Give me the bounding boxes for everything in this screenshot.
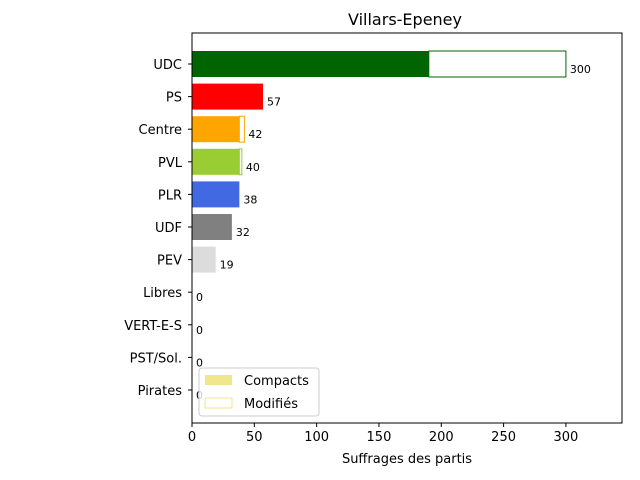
legend-label-compacts: Compacts bbox=[244, 374, 309, 389]
bar-modifies-pvl bbox=[238, 148, 243, 176]
x-tick-label-300: 300 bbox=[553, 430, 578, 445]
legend: Compacts Modifiés bbox=[198, 367, 320, 417]
y-tick-label-centre: Centre bbox=[139, 123, 182, 138]
value-label-libres: 0 bbox=[196, 291, 203, 304]
y-tick-label-pvl: PVL bbox=[158, 156, 183, 171]
bar-compacts-plr bbox=[192, 181, 240, 208]
value-label-udc: 300 bbox=[570, 63, 591, 76]
value-label-pst-sol: 0 bbox=[196, 356, 203, 369]
bar-compacts-ps bbox=[192, 83, 264, 110]
chart-title: Villars-Epeney bbox=[348, 10, 462, 29]
value-label-pev: 19 bbox=[220, 259, 234, 272]
bar-compacts-centre bbox=[192, 116, 240, 143]
x-axis-label: Suffrages des partis bbox=[342, 452, 472, 467]
legend-label-modifies: Modifiés bbox=[244, 397, 298, 412]
x-tick-label-100: 100 bbox=[304, 430, 329, 445]
plot-frame bbox=[191, 32, 623, 424]
value-label-udf: 32 bbox=[236, 226, 250, 239]
y-tick-label-pirates: Pirates bbox=[138, 384, 183, 399]
bars-group: 3005742403832190000 bbox=[192, 50, 591, 402]
x-tick-label-150: 150 bbox=[367, 430, 392, 445]
y-tick-label-plr: PLR bbox=[158, 188, 182, 203]
value-label-centre: 42 bbox=[248, 128, 262, 141]
legend-swatch-modifies bbox=[204, 397, 233, 409]
x-tick-label-0: 0 bbox=[188, 430, 196, 445]
bar-modifies-udc bbox=[428, 50, 567, 78]
value-label-ps: 57 bbox=[267, 96, 281, 109]
x-tick-label-50: 50 bbox=[246, 430, 263, 445]
bar-compacts-udc bbox=[192, 51, 429, 77]
y-tick-label-libres: Libres bbox=[143, 286, 182, 301]
bar-modifies-centre bbox=[238, 115, 245, 143]
y-tick-label-ps: PS bbox=[166, 91, 182, 106]
legend-swatch-compacts bbox=[205, 375, 232, 385]
y-tick-label-udc: UDC bbox=[153, 58, 182, 73]
y-tick-label-pev: PEV bbox=[157, 254, 182, 269]
y-tick-label-vert-e-s: VERT-E-S bbox=[124, 319, 182, 334]
y-tick-label-pst-sol: PST/Sol. bbox=[130, 351, 182, 366]
y-tick-labels: UDC PS Centre PVL PLR UDF PEV Libres VERT-E-S PST… bbox=[124, 58, 192, 399]
value-label-pvl: 40 bbox=[246, 161, 260, 174]
value-label-plr: 38 bbox=[243, 193, 257, 206]
bar-compacts-pvl bbox=[192, 148, 240, 175]
value-label-vert-e-s: 0 bbox=[196, 324, 203, 337]
x-tick-label-200: 200 bbox=[429, 430, 454, 445]
x-tick-label-250: 250 bbox=[491, 430, 516, 445]
y-tick-label-udf: UDF bbox=[155, 221, 182, 236]
bar-compacts-udf bbox=[192, 214, 232, 240]
x-ticks: 0 50 100 150 200 250 300 bbox=[188, 423, 578, 445]
bar-compacts-pev bbox=[192, 246, 216, 273]
